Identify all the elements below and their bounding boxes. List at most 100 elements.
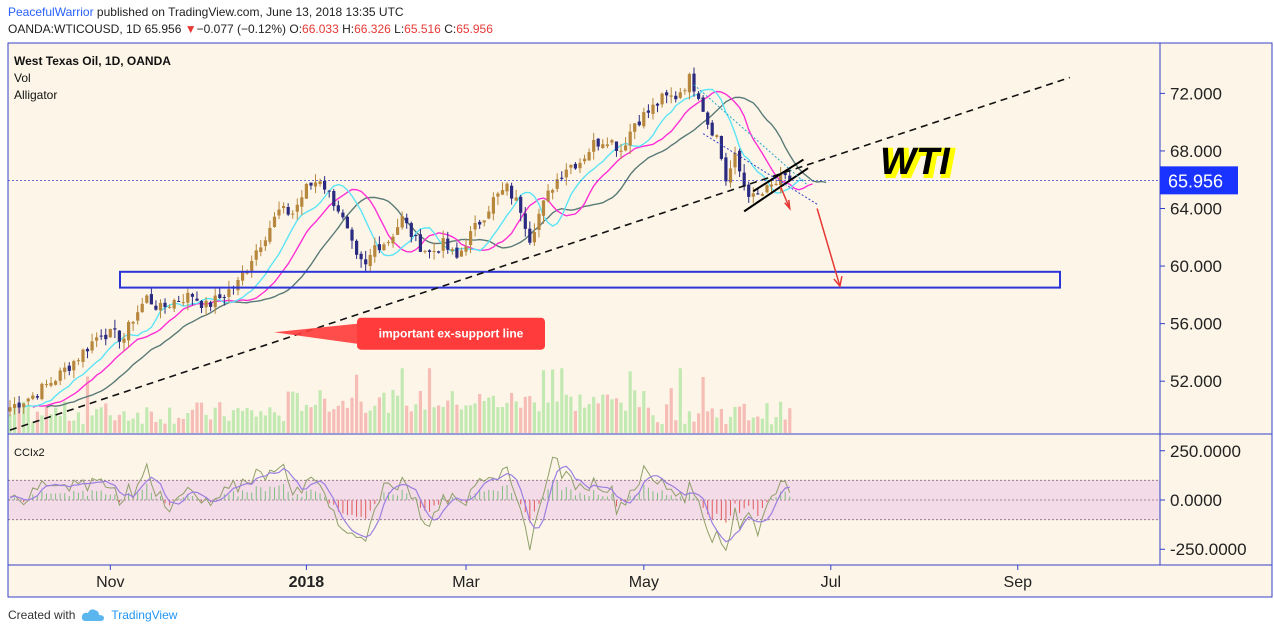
candle-body <box>496 193 500 197</box>
legend-vol: Vol <box>14 71 31 85</box>
candle-body <box>528 228 532 243</box>
callout-pointer <box>274 323 357 344</box>
publish-line: PeacefulWarrior published on TradingView… <box>8 5 404 19</box>
candle-body <box>733 152 737 168</box>
price-tick-label: 64.000 <box>1170 199 1222 218</box>
volume-bar <box>578 394 582 433</box>
candle-body <box>40 383 44 400</box>
volume-bar <box>783 419 787 433</box>
volume-bar <box>692 421 696 433</box>
candle-body <box>218 294 222 299</box>
cci-tick-label: -250.0000 <box>1170 540 1247 559</box>
candle-body <box>282 206 286 209</box>
candle-body <box>117 330 121 342</box>
candle-body <box>95 337 99 341</box>
volume-bar <box>391 389 395 433</box>
price-tick-label: 72.000 <box>1170 84 1222 103</box>
tradingview-link[interactable]: TradingView <box>111 608 178 622</box>
candle-body <box>710 122 714 136</box>
candle-body <box>254 250 258 260</box>
volume-bar <box>282 421 286 433</box>
volume-bar <box>382 392 386 433</box>
volume-bar <box>373 405 377 433</box>
volume-bar <box>117 414 121 433</box>
volume-bar <box>610 399 614 433</box>
candle-body <box>168 306 172 308</box>
candle-body <box>99 335 103 337</box>
candle-body <box>309 182 313 186</box>
volume-bar <box>227 420 231 433</box>
volume-bar <box>90 415 94 433</box>
candle-body <box>519 196 523 213</box>
candle-body <box>373 245 377 257</box>
candle-body <box>738 150 742 172</box>
candle-body <box>432 251 436 252</box>
candle-body <box>31 395 35 399</box>
candle-body <box>633 123 637 132</box>
volume-bar <box>332 409 336 433</box>
volume-bar <box>427 368 432 433</box>
axes: 72.000 68.000 64.000 60.000 56.000 52.000 250.… <box>96 84 1246 591</box>
candle-body <box>665 92 669 96</box>
volume-bar <box>742 403 746 433</box>
time-tick-label: May <box>629 574 659 591</box>
volume-bar <box>213 407 217 433</box>
candle-body <box>569 165 573 168</box>
volume-bar <box>300 410 304 433</box>
candle-body <box>788 175 792 181</box>
volume-bar <box>496 407 500 433</box>
candle-body <box>783 173 787 176</box>
volume-bar <box>665 404 669 433</box>
candle-body <box>272 216 277 227</box>
volume-bar <box>473 403 477 433</box>
volume-bar <box>464 405 468 433</box>
candle-body <box>154 305 158 310</box>
cci-fast-line <box>9 456 791 552</box>
candle-body <box>199 301 204 308</box>
volume-bar <box>423 409 427 433</box>
volume-bar <box>601 394 605 433</box>
trendline-dashed <box>9 76 1071 431</box>
volume-bar <box>268 407 272 433</box>
low-value: 65.516 <box>404 22 441 36</box>
volume-bar <box>523 396 527 433</box>
candle-body <box>510 185 514 199</box>
candle-body <box>318 181 322 185</box>
volume-bar <box>765 403 769 433</box>
candle-body <box>619 150 623 152</box>
candle-body <box>646 110 650 113</box>
candle-body <box>678 92 682 98</box>
volume-bar <box>163 423 167 433</box>
volume-bar <box>54 407 58 433</box>
price-tick-label: 68.000 <box>1170 142 1222 161</box>
volume-bar <box>95 409 99 433</box>
candle-body <box>145 295 149 303</box>
candle-body <box>491 197 495 214</box>
volume-bar <box>769 424 774 433</box>
candle-body <box>669 95 673 97</box>
author-link[interactable]: PeacefulWarrior <box>8 5 94 19</box>
candle-body <box>459 250 463 257</box>
volume-bar <box>359 401 363 433</box>
volume-bar <box>22 401 26 433</box>
candle-body <box>13 404 17 409</box>
volume-bar <box>377 397 381 433</box>
candle-body <box>687 74 691 93</box>
volume-bar <box>724 424 728 433</box>
volume-bar <box>697 413 701 433</box>
wti-label: WTI <box>880 141 951 183</box>
candle-body <box>482 220 486 223</box>
candle-body <box>478 221 482 225</box>
volume-bar <box>250 410 254 433</box>
volume-bar <box>149 411 153 433</box>
volume-bar <box>528 396 532 433</box>
volume-bar <box>99 407 103 433</box>
candle-body <box>587 152 591 161</box>
candle-body <box>54 381 58 385</box>
volume-bar <box>313 404 318 433</box>
candle-body <box>683 90 687 92</box>
candle-body <box>500 190 505 195</box>
volume-bar <box>500 407 505 433</box>
candle-body <box>268 227 272 242</box>
